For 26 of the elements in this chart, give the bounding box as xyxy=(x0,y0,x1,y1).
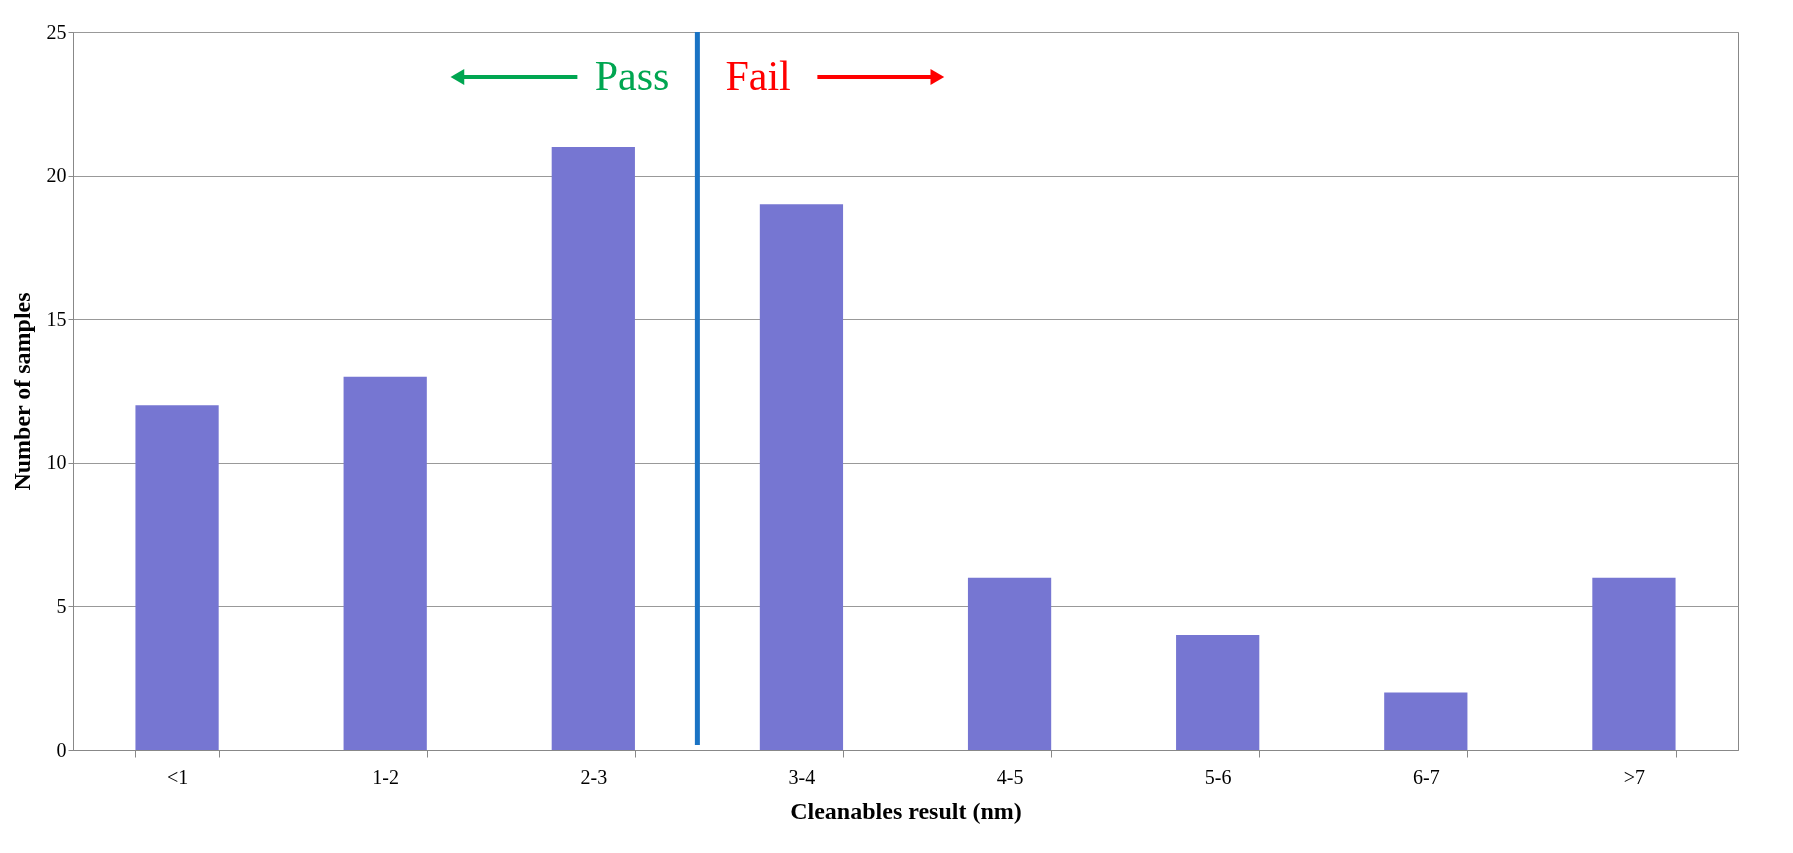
annotation: Fail xyxy=(725,53,791,99)
x-tick-label: 4-5 xyxy=(996,765,1024,788)
y-axis-title: Number of samples xyxy=(8,292,35,491)
bar xyxy=(1176,635,1260,750)
bar xyxy=(759,204,844,750)
bar xyxy=(1592,577,1676,750)
bar xyxy=(551,146,635,750)
x-tick-label: >7 xyxy=(1623,765,1646,788)
y-tick-label: 15 xyxy=(46,307,67,330)
x-tick-label: <1 xyxy=(166,765,189,788)
annotation: Pass xyxy=(594,53,670,99)
x-tick-label: 6-7 xyxy=(1412,765,1440,788)
x-axis-title: Cleanables result (nm) xyxy=(790,797,1022,824)
y-tick-label: 5 xyxy=(56,594,67,617)
y-tick-label: 10 xyxy=(46,451,67,474)
bar xyxy=(135,405,219,750)
x-tick-label: 1-2 xyxy=(372,765,400,788)
x-tick-label: 2-3 xyxy=(580,765,608,788)
x-tick-label: 5-6 xyxy=(1204,765,1232,788)
x-tick-label: 3-4 xyxy=(788,765,816,788)
y-tick-label: 25 xyxy=(46,20,67,43)
bar xyxy=(967,577,1052,750)
bar xyxy=(343,376,427,750)
bar xyxy=(1384,692,1468,750)
y-tick-label: 0 xyxy=(56,738,67,761)
y-tick-label: 20 xyxy=(46,164,67,187)
